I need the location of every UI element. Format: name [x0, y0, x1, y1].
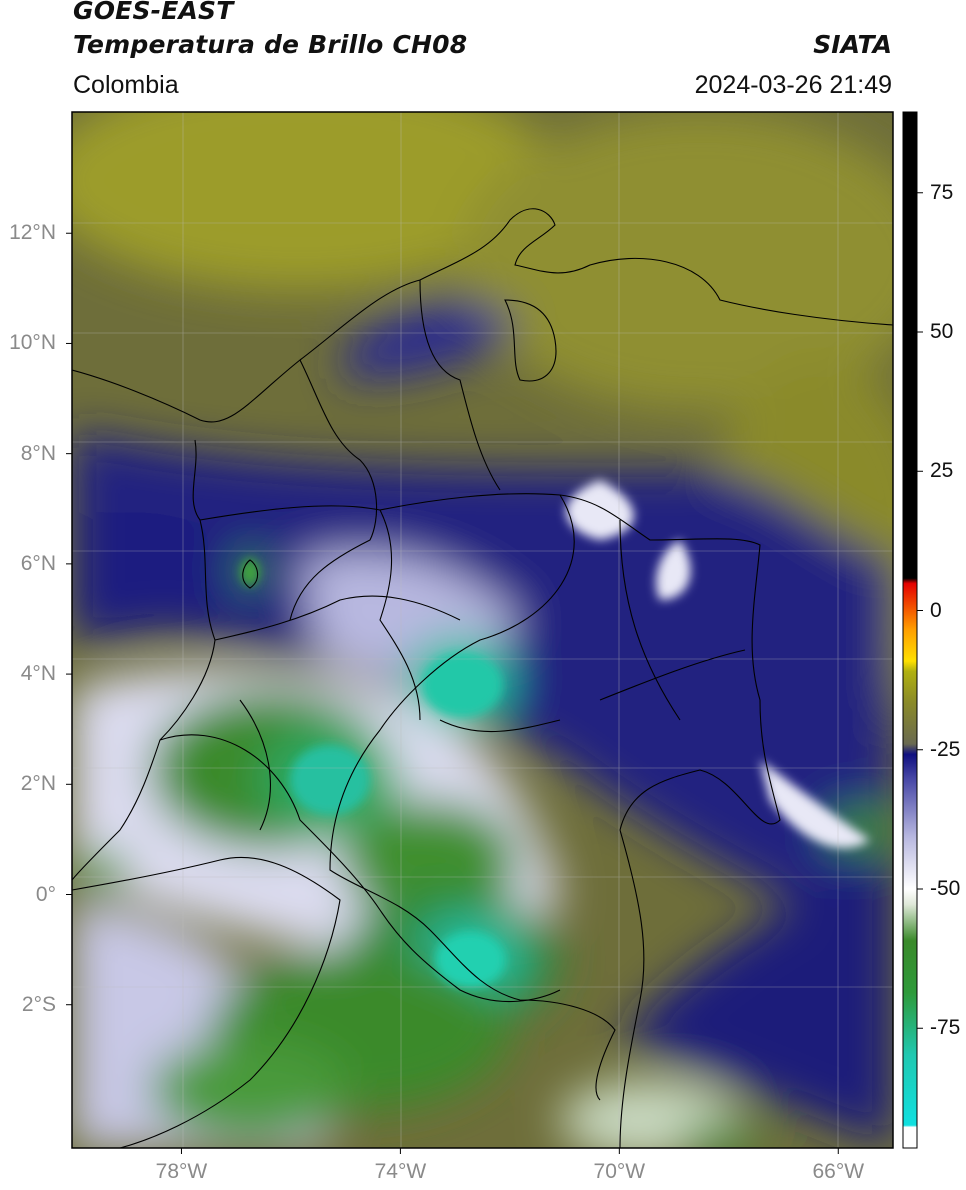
lon-tick-label: 66°W: [812, 1160, 865, 1183]
lon-tick-label: 74°W: [374, 1160, 427, 1183]
lon-tick-label: 78°W: [155, 1160, 208, 1183]
colorbar-tick-label: 75: [930, 180, 954, 204]
colorbar-tick-label: -25: [930, 737, 961, 761]
lat-tick-marks: [66, 232, 72, 1006]
region-label: Colombia: [73, 71, 179, 99]
lon-tick-label: 70°W: [593, 1160, 646, 1183]
lon-tick-marks: [180, 1148, 839, 1154]
colorbar-tick-label: -50: [930, 877, 961, 900]
brightness-field: [72, 112, 893, 1148]
product-title: Temperatura de Brillo CH08: [73, 30, 468, 59]
colorbar-tick-label: 0: [930, 598, 942, 622]
lat-tick-label: 6°N: [20, 551, 56, 575]
lat-tick-label: 12°N: [9, 221, 56, 245]
colorbar-tick-label: 50: [930, 320, 954, 343]
lat-tick-label: 0°: [35, 882, 56, 906]
brand-label: SIATA: [813, 30, 892, 59]
colorbar-tick-label: 25: [930, 459, 954, 483]
lat-tick-label: 2°N: [20, 772, 56, 796]
graticule: [72, 112, 893, 1148]
lat-tick-label: 10°N: [9, 331, 56, 355]
map-frame: [71, 111, 894, 1149]
timestamp: 2024-03-26 21:49: [694, 71, 892, 99]
lat-tick-label: 8°N: [20, 441, 56, 465]
satellite-title: GOES-EAST: [73, 0, 234, 25]
lat-tick-label: 4°N: [20, 662, 56, 686]
boundaries: [72, 208, 893, 1148]
colorbar: [902, 111, 918, 1149]
lat-tick-label: 2°S: [21, 992, 56, 1016]
colorbar-tick-label: -75: [930, 1016, 961, 1040]
colorbar-tick-marks: [917, 192, 923, 1029]
